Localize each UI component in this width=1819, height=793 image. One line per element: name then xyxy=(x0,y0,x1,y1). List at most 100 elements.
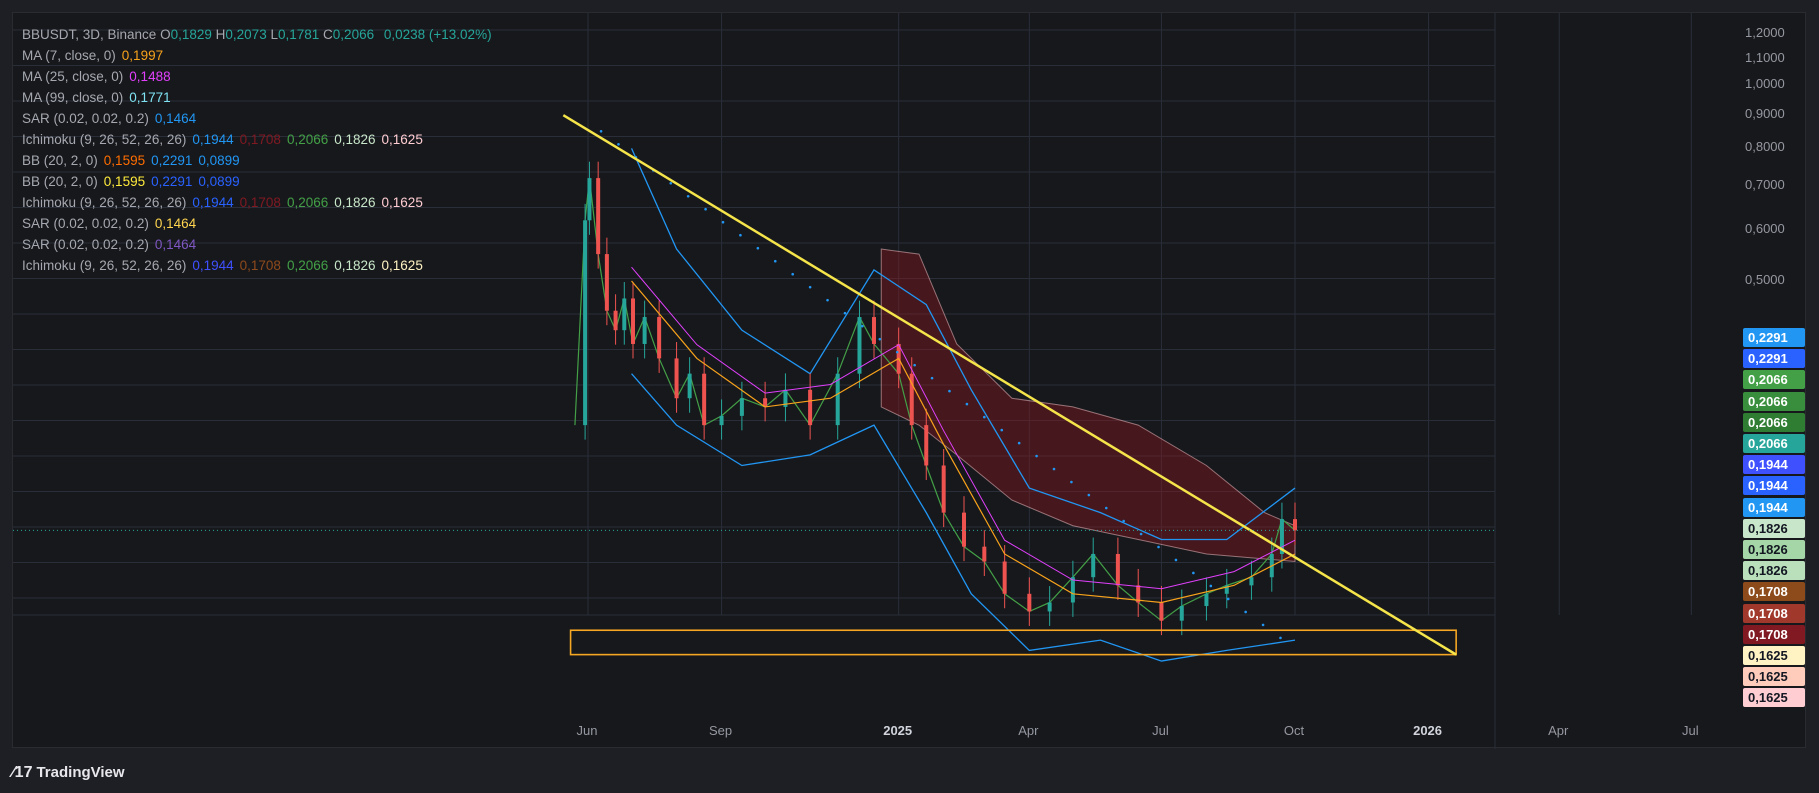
ohlc-low: L0,1781 xyxy=(270,27,320,42)
candle-body xyxy=(1249,577,1254,586)
ma-7-line xyxy=(631,280,1296,604)
sar-dot xyxy=(861,324,864,328)
indicator-name: BB (20, 2, 0) xyxy=(22,153,98,168)
indicator-value: 0,2066 xyxy=(286,195,329,210)
indicator-value: 0,1488 xyxy=(129,69,171,84)
sar-dot xyxy=(826,298,829,302)
indicator-name: MA (25, close, 0) xyxy=(22,69,124,84)
sar-dot xyxy=(1035,454,1038,458)
indicator-value: 0,1944 xyxy=(192,132,234,147)
ohlc-close: C0,2066 xyxy=(323,27,375,42)
time-tick-label: Jun xyxy=(576,723,598,738)
candle-body xyxy=(982,546,987,562)
indicator-name: Ichimoku (9, 26, 52, 26, 26) xyxy=(22,195,187,210)
indicator-name: BB (20, 2, 0) xyxy=(22,174,98,189)
sar-dot xyxy=(1209,584,1213,588)
candle-body xyxy=(1091,553,1096,578)
indicator-legend-row[interactable]: Ichimoku (9, 26, 52, 26, 26) 0,1944 0,1708… xyxy=(22,192,492,213)
candle-body xyxy=(924,425,929,466)
indicator-legend-row[interactable]: MA (99, close, 0) 0,1771 xyxy=(22,87,492,108)
sar-dot xyxy=(843,311,847,315)
indicator-legend-row[interactable]: SAR (0.02, 0.02, 0.2) 0,1464 xyxy=(22,234,492,255)
indicator-legend-row[interactable]: BB (20, 2, 0) 0,1595 0,2291 0,0899 xyxy=(22,150,492,171)
indicator-legend-row[interactable]: SAR (0.02, 0.02, 0.2) 0,1464 xyxy=(22,108,492,129)
time-tick-label: Sep xyxy=(708,723,733,738)
ma-25-line xyxy=(631,266,1296,590)
price-tag: 0,2066 xyxy=(1743,370,1805,390)
price-tag: 0,2066 xyxy=(1743,391,1805,411)
sar-dot xyxy=(1261,623,1265,627)
price-tick-label: 0,8000 xyxy=(1745,139,1785,155)
price-tag: 0,1944 xyxy=(1743,476,1805,496)
sar-dot xyxy=(913,363,916,367)
price-tick-label: 0,6000 xyxy=(1745,220,1785,236)
descending-trendline xyxy=(562,114,1457,656)
sar-dot xyxy=(965,402,969,406)
sar-dot xyxy=(1000,428,1004,432)
indicator-value: 0,1826 xyxy=(334,258,376,273)
indicator-value: 0,1708 xyxy=(239,132,281,147)
candle-body xyxy=(687,373,692,399)
indicator-value: 0,2291 xyxy=(151,174,193,189)
sar-dot xyxy=(669,181,673,185)
candle-body xyxy=(1224,585,1229,594)
time-tick-label: Oct xyxy=(1283,723,1305,738)
brand-name[interactable]: TradingView xyxy=(36,764,125,781)
sar-dots xyxy=(599,129,1282,640)
sar-dot xyxy=(1157,545,1160,549)
grid-lines xyxy=(13,13,1692,615)
sar-dot xyxy=(773,259,777,263)
price-change: 0,0238 (+13.02%) xyxy=(383,27,492,42)
symbol-header: BBUSDT, 3D, Binance O0,1829 H0,2073 L0,1… xyxy=(22,24,492,45)
sar-dot xyxy=(1052,467,1056,471)
indicator-value: 0,2291 xyxy=(151,153,193,168)
sar-dot xyxy=(895,350,899,354)
candle-body xyxy=(622,298,627,331)
indicator-legend: BBUSDT, 3D, Binance O0,1829 H0,2073 L0,1… xyxy=(22,24,492,276)
candles xyxy=(583,161,1297,636)
candle-body xyxy=(941,465,946,513)
indicator-legend-row[interactable]: Ichimoku (9, 26, 52, 26, 26) 0,1944 0,1708… xyxy=(22,255,492,276)
chart-frame[interactable] xyxy=(12,12,1807,749)
indicator-legend-row[interactable]: Ichimoku (9, 26, 52, 26, 26) 0,1944 0,1708… xyxy=(22,129,492,150)
price-chart-plot[interactable] xyxy=(13,13,1807,749)
sar-dot xyxy=(791,272,794,276)
indicator-legend-row[interactable]: SAR (0.02, 0.02, 0.2) 0,1464 xyxy=(22,213,492,234)
indicator-name: MA (99, close, 0) xyxy=(22,90,124,105)
indicator-legend-row[interactable]: MA (7, close, 0) 0,1997 xyxy=(22,45,492,66)
indicator-legend-row[interactable]: BB (20, 2, 0) 0,1595 0,2291 0,0899 xyxy=(22,171,492,192)
price-tag: 0,1826 xyxy=(1743,518,1805,538)
price-tag: 0,1708 xyxy=(1743,603,1805,623)
candle-body xyxy=(763,398,768,407)
support-zone-box xyxy=(569,629,1457,656)
price-tag: 0,2291 xyxy=(1743,349,1805,369)
indicator-legend-row[interactable]: MA (25, close, 0) 0,1488 xyxy=(22,66,492,87)
time-tick-label: Apr xyxy=(1018,723,1039,738)
ohlc-high: H0,2073 xyxy=(215,27,267,42)
indicator-value: 0,1595 xyxy=(103,174,146,189)
indicator-name: Ichimoku (9, 26, 52, 26, 26) xyxy=(22,258,187,273)
time-tick-label: 2025 xyxy=(883,723,913,738)
sar-dot xyxy=(1279,636,1282,640)
candle-body xyxy=(739,398,744,416)
indicator-value: 0,1708 xyxy=(239,195,281,210)
tradingview-logo-icon[interactable]: ⁄17 xyxy=(12,764,33,781)
bb-lower xyxy=(631,373,1296,662)
indicator-value: 0,1826 xyxy=(334,132,376,147)
candle-body xyxy=(631,298,636,344)
price-tag: 0,1625 xyxy=(1743,646,1805,665)
sar-dot xyxy=(1017,441,1021,445)
sar-dot xyxy=(599,129,603,133)
time-tick-label: Jul xyxy=(1682,723,1699,738)
footer: ⁄17 TradingView xyxy=(12,762,125,784)
price-tick-label: 0,5000 xyxy=(1745,272,1785,287)
sar-dot xyxy=(1139,532,1143,536)
time-tick-label: 2026 xyxy=(1413,723,1443,738)
sar-dot xyxy=(739,233,742,237)
candle-body xyxy=(1070,577,1075,603)
indicator-value: 0,1464 xyxy=(154,237,197,252)
indicator-name: Ichimoku (9, 26, 52, 26, 26) xyxy=(22,132,187,147)
sar-dot xyxy=(948,389,951,393)
sar-dot xyxy=(808,285,812,289)
price-tag: 0,1708 xyxy=(1743,624,1805,644)
